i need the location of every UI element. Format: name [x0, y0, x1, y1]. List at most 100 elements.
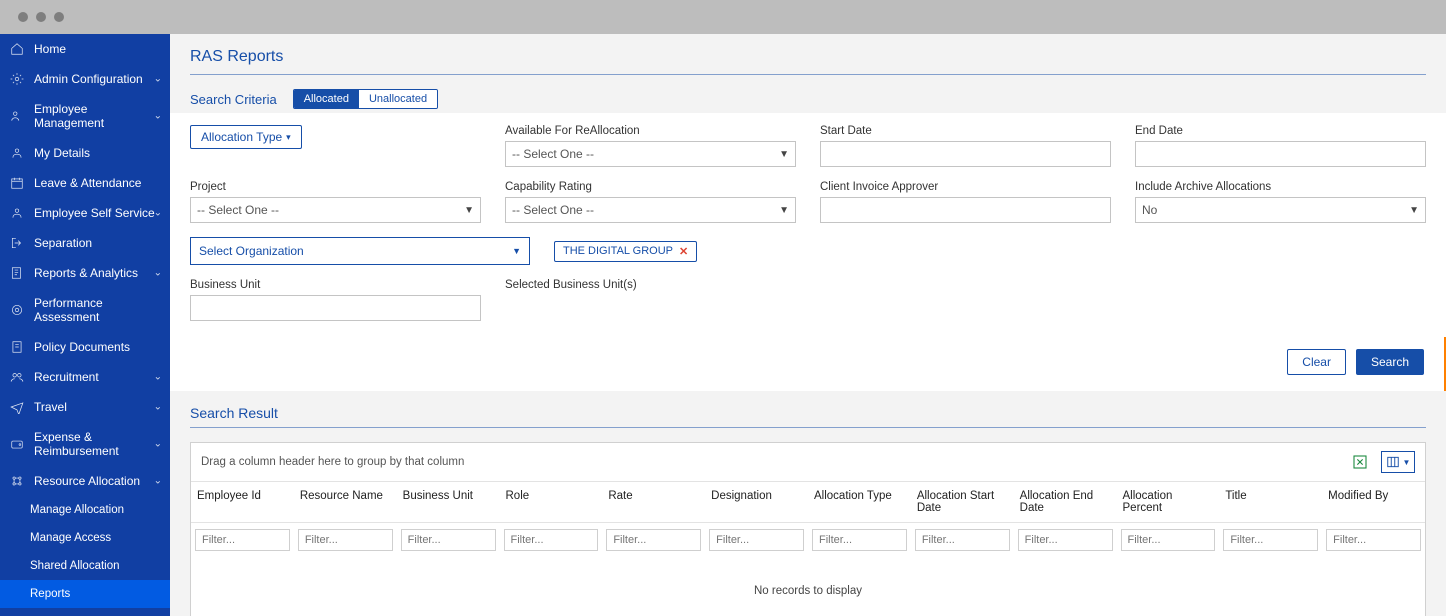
col-header[interactable]: Rate: [602, 482, 705, 523]
col-header[interactable]: Resource Name: [294, 482, 397, 523]
col-header[interactable]: Allocation Percent: [1117, 482, 1220, 523]
sidebar-item-travel[interactable]: Travel ⌄: [0, 392, 170, 422]
capability-rating-select[interactable]: -- Select One -- ▼: [505, 197, 796, 223]
allocation-type-button[interactable]: Allocation Type ▾: [190, 125, 302, 149]
client-invoice-approver-input[interactable]: [820, 197, 1111, 223]
filter-input[interactable]: [504, 529, 599, 551]
sidebar-item-resource-allocation[interactable]: Resource Allocation ⌄: [0, 466, 170, 496]
column-chooser-button[interactable]: ▼: [1381, 451, 1415, 473]
org-tag-label: THE DIGITAL GROUP: [563, 245, 673, 257]
sidebar-item-home[interactable]: Home: [0, 34, 170, 64]
end-date-input[interactable]: [1135, 141, 1426, 167]
col-header[interactable]: Allocation Type: [808, 482, 911, 523]
project-select[interactable]: -- Select One -- ▼: [190, 197, 481, 223]
filter-input[interactable]: [915, 529, 1010, 551]
grid-empty-message: No records to display: [191, 557, 1425, 616]
org-tag: THE DIGITAL GROUP ✕: [554, 241, 697, 262]
traffic-light-dot[interactable]: [54, 12, 64, 22]
clear-button[interactable]: Clear: [1287, 349, 1346, 375]
filter-input[interactable]: [1121, 529, 1216, 551]
sidebar-item-label: Employee Self Service: [34, 206, 155, 220]
exit-icon: [10, 236, 24, 250]
caret-down-icon: ▼: [1403, 458, 1411, 467]
search-criteria-panel: Allocation Type ▾ Available For ReAlloca…: [170, 113, 1446, 337]
search-button[interactable]: Search: [1356, 349, 1424, 375]
sidebar-item-label: Separation: [34, 236, 92, 250]
sidebar-subitem-manage-allocation[interactable]: Manage Allocation: [0, 496, 170, 524]
select-value: -- Select One --: [512, 203, 594, 217]
caret-down-icon: ▼: [512, 246, 521, 256]
sidebar-item-reports-analytics[interactable]: Reports & Analytics ⌄: [0, 258, 170, 288]
include-archive-select[interactable]: No ▼: [1135, 197, 1426, 223]
sidebar-item-recruitment[interactable]: Recruitment ⌄: [0, 362, 170, 392]
sidebar-subitem-shared-allocation[interactable]: Shared Allocation: [0, 552, 170, 580]
chevron-down-icon: ⌄: [154, 476, 162, 487]
organization-select[interactable]: Select Organization ▼: [190, 237, 530, 265]
col-header[interactable]: Modified By: [1322, 482, 1425, 523]
sidebar-item-employee-management[interactable]: Employee Management ⌄: [0, 94, 170, 138]
filter-input[interactable]: [812, 529, 907, 551]
sidebar-item-performance-assessment[interactable]: Performance Assessment: [0, 288, 170, 332]
field-label-available-realloc: Available For ReAllocation: [505, 125, 796, 137]
filter-input[interactable]: [606, 529, 701, 551]
col-header[interactable]: Employee Id: [191, 482, 294, 523]
toggle-unallocated[interactable]: Unallocated: [359, 90, 437, 108]
main-content: RAS Reports Search Criteria Allocated Un…: [170, 34, 1446, 616]
filter-input[interactable]: [709, 529, 804, 551]
filter-input[interactable]: [1223, 529, 1318, 551]
col-header[interactable]: Designation: [705, 482, 808, 523]
toggle-allocated[interactable]: Allocated: [294, 90, 359, 108]
col-header[interactable]: Allocation End Date: [1014, 482, 1117, 523]
filter-input[interactable]: [195, 529, 290, 551]
allocation-toggle-group: Allocated Unallocated: [293, 89, 438, 109]
caret-down-icon: ▼: [1409, 205, 1419, 216]
traffic-light-dot[interactable]: [36, 12, 46, 22]
sidebar-item-label: Home: [34, 42, 66, 56]
filter-input[interactable]: [298, 529, 393, 551]
filter-input[interactable]: [401, 529, 496, 551]
sidebar-item-employee-self-service[interactable]: Employee Self Service ⌄: [0, 198, 170, 228]
sidebar-item-policy-documents[interactable]: Policy Documents: [0, 332, 170, 362]
user-icon: [10, 146, 24, 160]
browser-titlebar: [0, 0, 1446, 34]
chevron-down-icon: ⌄: [154, 439, 162, 450]
select-value: -- Select One --: [197, 203, 279, 217]
sidebar-item-expense-reimbursement[interactable]: Expense & Reimbursement ⌄: [0, 422, 170, 466]
sidebar-item-separation[interactable]: Separation: [0, 228, 170, 258]
sidebar-item-admin-configuration[interactable]: Admin Configuration ⌄: [0, 64, 170, 94]
caret-down-icon: ▼: [464, 205, 474, 216]
field-label-capability-rating: Capability Rating: [505, 181, 796, 193]
sidebar-item-label: My Details: [34, 146, 90, 160]
export-excel-button[interactable]: [1347, 451, 1373, 473]
select-value: -- Select One --: [512, 147, 594, 161]
sidebar-item-my-details[interactable]: My Details: [0, 138, 170, 168]
select-value: No: [1142, 203, 1157, 217]
result-grid: Drag a column header here to group by th…: [190, 442, 1426, 616]
sidebar-item-label: Performance Assessment: [34, 296, 160, 324]
start-date-input[interactable]: [820, 141, 1111, 167]
sidebar-item-label: Manage Access: [30, 532, 111, 544]
col-header[interactable]: Allocation Start Date: [911, 482, 1014, 523]
group-hint: Drag a column header here to group by th…: [201, 456, 464, 468]
filter-input[interactable]: [1018, 529, 1113, 551]
col-header[interactable]: Role: [500, 482, 603, 523]
plane-icon: [10, 400, 24, 414]
traffic-light-dot[interactable]: [18, 12, 28, 22]
grid-filter-row: [191, 523, 1425, 557]
wallet-icon: [10, 437, 24, 451]
filter-input[interactable]: [1326, 529, 1421, 551]
remove-tag-icon[interactable]: ✕: [679, 245, 688, 258]
search-criteria-header: Search Criteria Allocated Unallocated: [170, 75, 1446, 113]
col-header[interactable]: Title: [1219, 482, 1322, 523]
window-frame: Home Admin Configuration ⌄ Employee Mana…: [0, 0, 1446, 616]
sidebar-subitem-reports[interactable]: Reports: [0, 580, 170, 608]
business-unit-input[interactable]: [190, 295, 481, 321]
sidebar-item-label: Shared Allocation: [30, 560, 120, 572]
sidebar-item-leave-attendance[interactable]: Leave & Attendance: [0, 168, 170, 198]
sidebar-item-label: Reports: [30, 588, 70, 600]
field-label-include-archive: Include Archive Allocations: [1135, 181, 1426, 193]
col-header[interactable]: Business Unit: [397, 482, 500, 523]
available-realloc-select[interactable]: -- Select One -- ▼: [505, 141, 796, 167]
sidebar-subitem-manage-access[interactable]: Manage Access: [0, 524, 170, 552]
sidebar-item-training[interactable]: Training ⌄: [0, 608, 170, 616]
